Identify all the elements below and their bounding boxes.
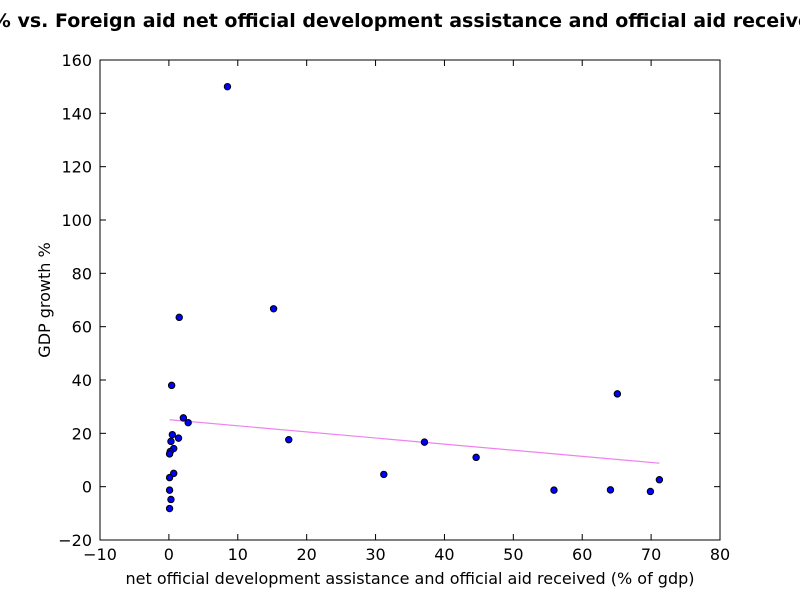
y-tick-label: 20	[72, 424, 92, 443]
trend-line	[169, 419, 660, 464]
data-point	[420, 438, 429, 446]
y-tick-label: 160	[61, 51, 92, 70]
x-tick-label: 20	[296, 545, 316, 564]
y-tick-label: 100	[61, 211, 92, 230]
data-point	[472, 453, 480, 462]
x-tick-label: 80	[710, 545, 730, 564]
data-point	[174, 434, 183, 442]
x-tick-label: 0	[164, 545, 174, 564]
y-tick-label: −20	[58, 531, 92, 550]
data-point	[646, 487, 655, 496]
data-point	[175, 313, 183, 322]
x-axis: −10 0 10 20 30 40 50 60 70 80	[83, 60, 730, 564]
x-tick-label: 10	[228, 545, 248, 564]
y-tick-label: 60	[72, 318, 92, 337]
chart-title: GDP growth % vs. Foreign aid net officia…	[0, 10, 800, 32]
plot-area	[100, 60, 720, 540]
data-point	[168, 430, 177, 439]
x-tick-label: 30	[365, 545, 385, 564]
trendline-layer	[169, 419, 660, 464]
data-point	[606, 486, 615, 494]
data-point	[165, 504, 174, 513]
data-point	[380, 470, 388, 479]
data-point	[613, 390, 622, 398]
x-tick-label: 60	[572, 545, 592, 564]
x-tick-label: 70	[641, 545, 661, 564]
data-point	[285, 436, 293, 444]
data-point	[167, 495, 175, 504]
data-point	[165, 486, 174, 494]
data-point	[165, 473, 174, 482]
x-axis-label: net official development assistance and …	[126, 569, 695, 588]
x-tick-label: 40	[434, 545, 454, 564]
y-axis: −20 0 20 40 60 80 100 120 140 160	[58, 51, 720, 550]
x-tick-label: 50	[503, 545, 523, 564]
data-point	[165, 450, 174, 458]
data-point	[184, 418, 192, 427]
y-tick-label: 140	[61, 104, 92, 123]
data-point	[655, 476, 664, 484]
plot-frame	[99, 59, 721, 541]
y-tick-label: 120	[61, 158, 92, 177]
data-point	[223, 82, 232, 91]
data-point	[179, 414, 188, 422]
points-layer	[165, 82, 664, 513]
y-tick-label: 0	[82, 478, 92, 497]
data-point	[167, 381, 176, 390]
data-point	[167, 437, 175, 446]
data-point	[550, 486, 558, 494]
y-tick-label: 40	[72, 371, 92, 390]
y-axis-label: GDP growth %	[35, 242, 54, 357]
x-tick-label: −10	[83, 545, 117, 564]
data-point	[269, 305, 278, 313]
y-tick-label: 80	[72, 264, 92, 283]
